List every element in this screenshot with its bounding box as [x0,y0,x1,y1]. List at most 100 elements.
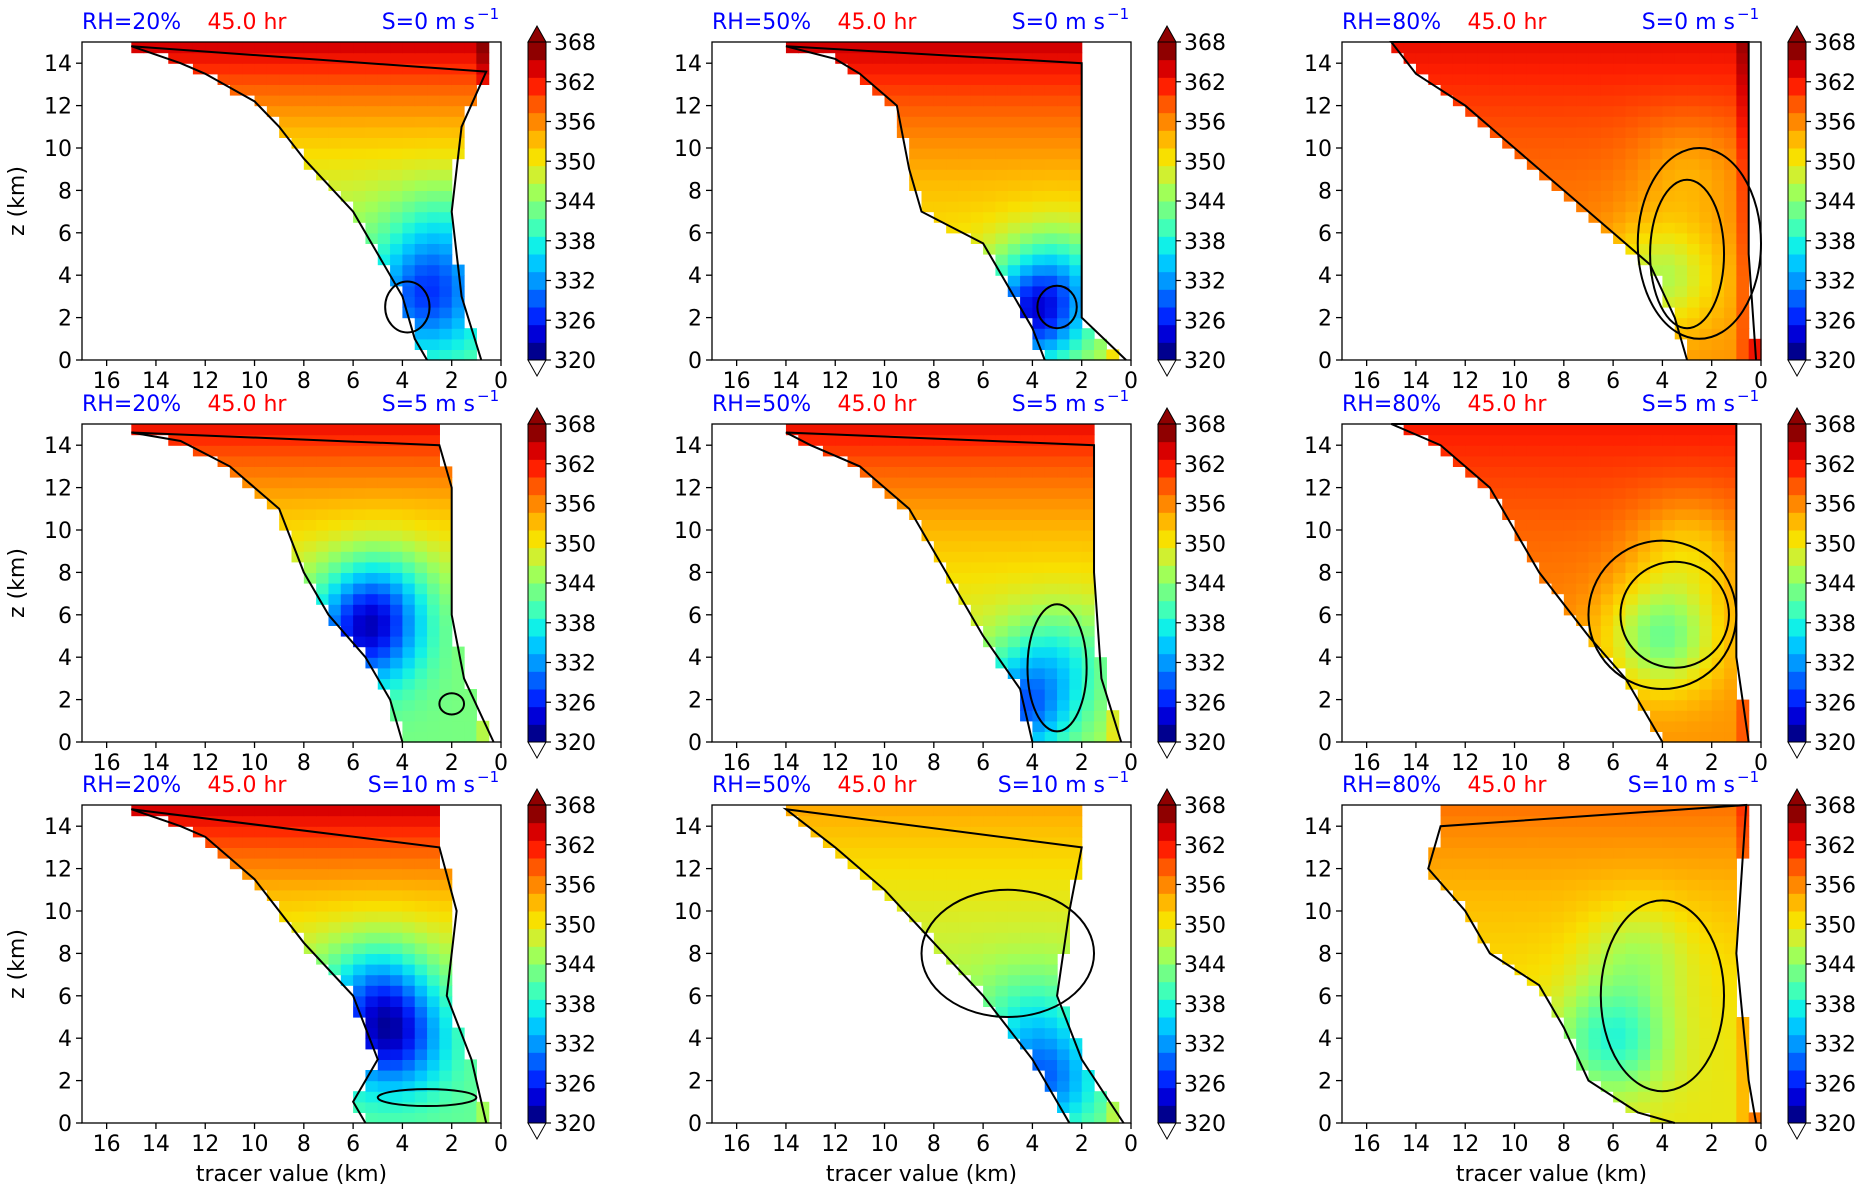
field-cell [1044,169,1058,181]
field-cell [909,805,923,817]
colorbar-tick-label: 368 [1184,794,1226,819]
field-cell [427,1091,440,1103]
field-cell [1662,572,1676,584]
field-cell [1428,858,1442,870]
field-cell [291,487,305,499]
field-cell [1650,1101,1664,1113]
field-cell [1625,1048,1639,1060]
field-cell [1699,530,1713,542]
field-cell [1736,42,1750,54]
time-title: 45.0 hr [1468,773,1548,798]
field-cell [1637,434,1651,446]
field-cell [1020,815,1034,827]
y-tick-label: 10 [44,900,72,925]
field-cell [1662,836,1676,848]
field-cell [1625,889,1639,901]
field-cell [168,42,182,54]
field-cell [1007,424,1021,436]
field-cell [1674,530,1688,542]
field-cell [427,116,440,128]
field-cell [896,879,910,891]
theta-field [131,42,490,361]
field-cell [884,424,898,436]
field-cell [377,466,391,478]
field-cell [328,932,342,944]
field-cell [266,84,280,96]
field-cell [1613,953,1627,965]
field-cell [1711,530,1725,542]
colorbar-band [1158,946,1176,965]
field-cell [1020,530,1034,542]
field-cell [328,921,342,933]
field-cell [1674,243,1688,255]
field-cell [1613,932,1627,944]
field-cell [328,836,342,848]
field-cell [353,116,367,128]
colorbar-band [1788,999,1806,1018]
field-cell [1687,858,1700,870]
field-cell [291,911,305,923]
field-cell [390,84,404,96]
field-cell [1588,84,1602,96]
field-cell [377,836,391,848]
field-cell [1674,911,1688,923]
field-cell [1687,710,1700,722]
field-cell [1724,646,1737,658]
field-cell [1724,190,1737,202]
field-cell [983,63,997,75]
field-cell [353,900,367,912]
field-cell [377,551,391,563]
field-cell [1044,1070,1058,1082]
field-cell [1637,836,1651,848]
field-cell [983,498,997,510]
colorbar-band [1158,583,1176,602]
field-cell [1724,179,1737,191]
field-cell [340,519,354,531]
field-cell [1687,1070,1700,1082]
field-cell [1539,95,1553,107]
y-tick-label: 2 [688,1070,702,1095]
field-cell [958,126,972,138]
x-tick-label: 0 [1124,1132,1138,1157]
field-cell [995,551,1009,563]
field-cell [1637,942,1651,954]
field-cell [229,836,243,848]
field-cell [1032,254,1046,266]
field-cell [1514,530,1528,542]
field-cell [1440,63,1454,75]
field-cell [1477,466,1491,478]
colorbar-band [1788,95,1806,114]
field-cell [1625,868,1639,880]
field-cell [1662,710,1676,722]
field-cell [340,900,354,912]
field-cell [1539,63,1553,75]
field-cell [1736,243,1750,255]
field-cell [439,911,453,923]
field-cell [1650,1048,1664,1060]
field-cell [859,836,873,848]
colorbar-band [1788,583,1806,602]
field-cell [1724,889,1737,901]
field-cell [1576,179,1590,191]
field-cell [1539,858,1553,870]
field-cell [995,42,1009,54]
field-cell [1613,169,1627,181]
field-cell [414,551,428,563]
field-cell [414,646,428,658]
field-cell [1662,211,1676,223]
field-cell [229,445,243,457]
field-cell [1551,487,1565,499]
field-cell [1044,508,1058,520]
colorbar-extend-max [1787,406,1807,425]
field-cell [1539,561,1553,573]
field-cell [427,551,440,563]
field-cell [1711,572,1725,584]
field-cell [958,868,972,880]
field-cell [1044,158,1058,170]
field-cell [1724,519,1737,531]
field-cell [1637,540,1651,552]
colorbar-band [1158,218,1176,237]
field-cell [1032,868,1046,880]
field-cell [1465,911,1479,923]
field-cell [1465,868,1479,880]
